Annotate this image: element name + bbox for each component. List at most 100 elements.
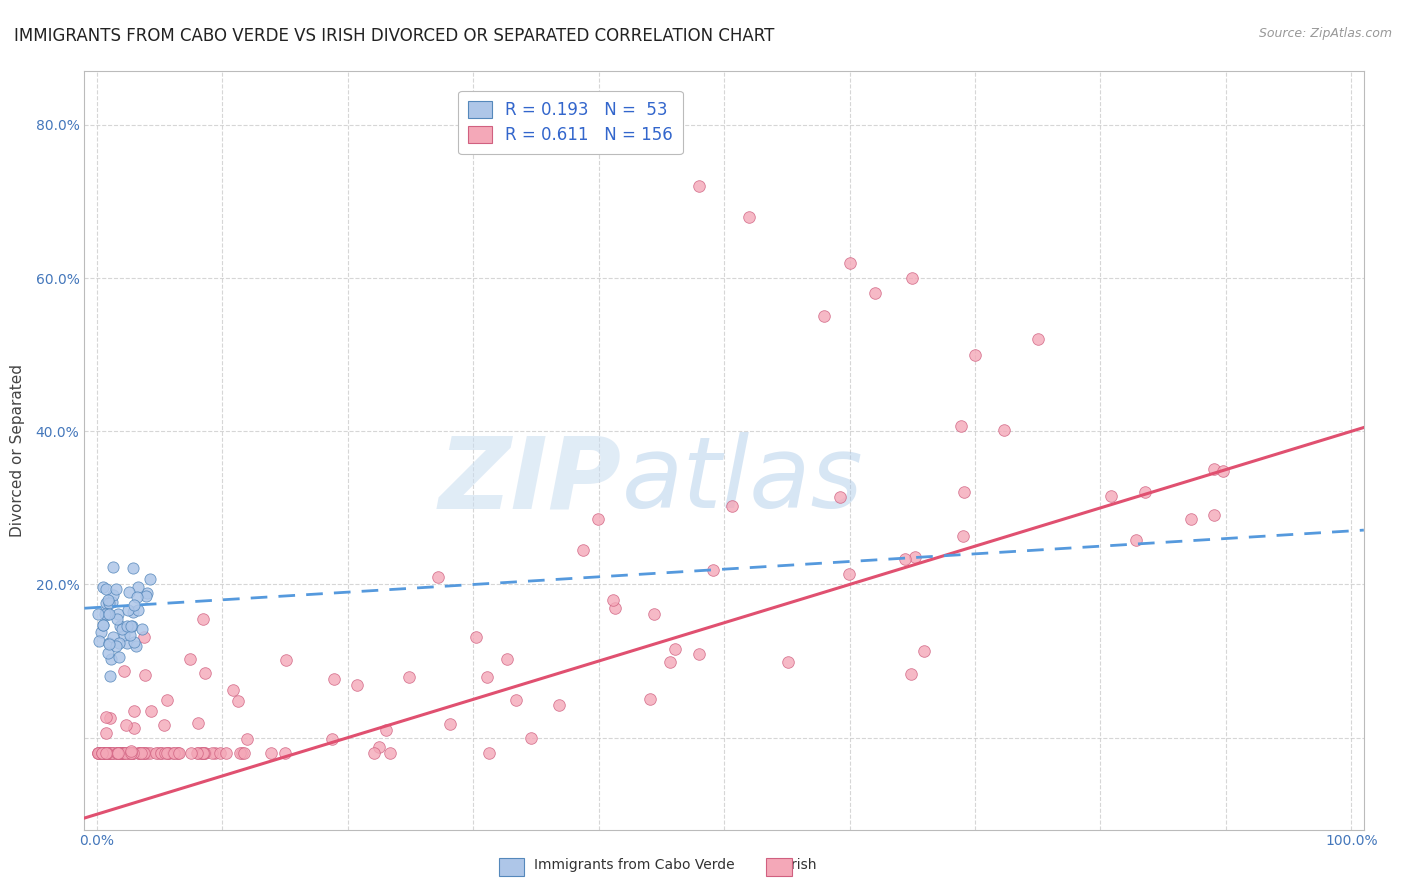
- Point: [120, 746, 142, 760]
- Point: [135, 589, 157, 603]
- Point: [100, 651, 122, 665]
- Point: [1026, 333, 1049, 347]
- Point: [97, 746, 120, 760]
- Point: [145, 746, 167, 760]
- Point: [97, 607, 120, 621]
- Point: [91, 580, 114, 594]
- Point: [122, 721, 145, 735]
- Point: [638, 691, 661, 706]
- Point: [87, 746, 110, 760]
- Point: [134, 746, 156, 760]
- Point: [122, 746, 145, 760]
- Point: [963, 348, 986, 362]
- Point: [97, 746, 120, 760]
- Point: [128, 746, 150, 760]
- Point: [721, 499, 744, 513]
- Point: [166, 746, 188, 760]
- Point: [91, 746, 114, 760]
- Point: [114, 718, 136, 732]
- Point: [110, 746, 132, 760]
- Y-axis label: Divorced or Separated: Divorced or Separated: [10, 364, 24, 537]
- Point: [201, 746, 224, 760]
- Point: [193, 612, 215, 626]
- Point: [107, 746, 129, 760]
- Point: [398, 669, 420, 683]
- Point: [830, 490, 852, 504]
- Point: [901, 271, 924, 285]
- Point: [87, 607, 110, 621]
- Point: [93, 746, 115, 760]
- Point: [952, 529, 974, 543]
- Point: [124, 639, 146, 653]
- Point: [1212, 464, 1234, 478]
- Point: [101, 560, 124, 574]
- Point: [128, 746, 150, 760]
- Point: [97, 607, 120, 622]
- Point: [572, 542, 595, 557]
- Point: [167, 746, 190, 760]
- Point: [153, 746, 176, 760]
- Point: [120, 743, 142, 757]
- Text: Immigrants from Cabo Verde: Immigrants from Cabo Verde: [534, 858, 735, 872]
- Point: [107, 746, 129, 760]
- Point: [87, 746, 110, 760]
- Point: [643, 607, 665, 621]
- Point: [439, 716, 461, 731]
- Point: [153, 718, 176, 732]
- Point: [108, 746, 131, 760]
- Point: [993, 423, 1015, 437]
- Point: [112, 746, 135, 760]
- Point: [368, 740, 391, 755]
- Point: [111, 622, 134, 636]
- Point: [107, 746, 129, 760]
- Point: [464, 630, 486, 644]
- Point: [190, 746, 212, 760]
- Point: [190, 746, 212, 760]
- Point: [1125, 533, 1147, 547]
- Point: [93, 746, 115, 760]
- Point: [93, 746, 115, 760]
- Point: [122, 746, 145, 760]
- Point: [427, 570, 450, 584]
- Point: [115, 619, 138, 633]
- Point: [214, 746, 236, 760]
- Point: [91, 746, 114, 760]
- Point: [97, 646, 120, 660]
- Point: [118, 628, 141, 642]
- Text: ZIP: ZIP: [439, 433, 621, 529]
- Point: [1099, 489, 1122, 503]
- Point: [157, 746, 180, 760]
- Point: [132, 746, 155, 760]
- Point: [94, 746, 117, 760]
- Point: [953, 485, 976, 500]
- Point: [274, 653, 297, 667]
- Point: [894, 552, 917, 566]
- Point: [118, 585, 141, 599]
- Point: [603, 600, 626, 615]
- Text: Source: ZipAtlas.com: Source: ZipAtlas.com: [1258, 27, 1392, 40]
- Point: [187, 715, 209, 730]
- Point: [156, 746, 179, 760]
- Point: [838, 256, 860, 270]
- Point: [163, 746, 186, 760]
- Point: [124, 634, 146, 648]
- Point: [179, 652, 201, 666]
- Point: [321, 732, 343, 747]
- Point: [96, 607, 118, 622]
- Point: [180, 746, 202, 760]
- Point: [132, 746, 155, 760]
- Text: atlas: atlas: [621, 433, 863, 529]
- Point: [89, 746, 111, 760]
- Point: [150, 746, 173, 760]
- Point: [98, 637, 121, 651]
- Point: [688, 647, 710, 661]
- Point: [121, 746, 143, 760]
- Point: [904, 550, 927, 565]
- Point: [94, 596, 117, 610]
- Point: [155, 692, 177, 706]
- Point: [101, 595, 124, 609]
- Point: [129, 746, 152, 760]
- Point: [738, 210, 761, 224]
- Point: [194, 746, 217, 760]
- Point: [186, 746, 208, 760]
